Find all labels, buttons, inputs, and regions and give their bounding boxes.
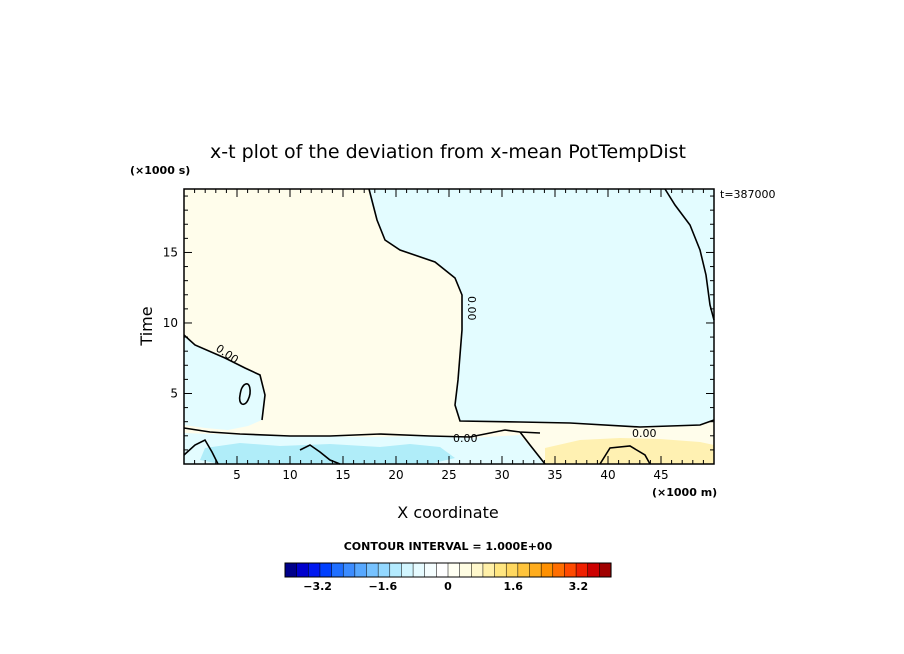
colorbar: −3.2 −1.6 0 1.6 3.2	[284, 562, 612, 593]
contour-line-bottom-mid	[299, 444, 341, 465]
contour-label-3: 0.00	[453, 432, 478, 445]
colorbar-swatch	[494, 562, 507, 578]
colorbar-swatch	[599, 562, 612, 578]
colorbar-swatch	[482, 562, 496, 578]
strong-positive-region	[545, 438, 714, 464]
y-tick-label: 15	[163, 245, 178, 259]
x-tick-label: 20	[388, 468, 403, 482]
contour-loop-small	[238, 383, 251, 406]
colorbar-swatch	[540, 562, 554, 578]
y-tick-label: 5	[170, 386, 178, 400]
colorbar-swatch	[529, 562, 542, 578]
colorbar-swatch	[587, 562, 600, 578]
colorbar-swatch	[412, 562, 426, 578]
contour-label-2: 0.00	[465, 296, 478, 321]
colorbar-swatch	[389, 562, 402, 578]
contour-interval-label: CONTOUR INTERVAL = 1.000E+00	[344, 540, 553, 553]
x-tick-label: 25	[441, 468, 456, 482]
colorbar-swatch	[436, 562, 449, 578]
colorbar-tick-label: 3.2	[569, 580, 589, 593]
colorbar-swatch	[505, 562, 519, 578]
x-tick-label: 10	[282, 468, 297, 482]
colorbar-swatch	[447, 562, 461, 578]
colorbar-frame	[284, 562, 612, 578]
x-axis-label: X coordinate	[397, 503, 498, 522]
contour-line-left	[183, 334, 266, 421]
contour-line-main	[368, 188, 715, 428]
x-tick-label: 30	[494, 468, 509, 482]
colorbar-tick-label: 1.6	[503, 580, 523, 593]
contour-line-bottom-left	[183, 438, 219, 465]
chart-title: x-t plot of the deviation from x-mean Po…	[210, 141, 686, 163]
x-tick-label: 35	[547, 468, 562, 482]
colorbar-swatch	[517, 562, 531, 578]
y-axis: 5 10 15	[163, 195, 714, 451]
colorbar-swatch	[319, 562, 333, 578]
contour-line-bottom-right	[519, 431, 651, 465]
y-tick-label: 10	[163, 316, 178, 330]
x-tick-label: 45	[653, 468, 668, 482]
y-unit-label: (×1000 s)	[130, 164, 190, 177]
x-unit-label: (×1000 m)	[652, 486, 717, 499]
negative-region-upper	[369, 189, 714, 427]
contour-label-4: 0.00	[632, 427, 657, 440]
colorbar-swatch	[296, 562, 309, 578]
time-stamp: t=387000	[720, 188, 776, 201]
y-axis-label: Time	[137, 306, 156, 346]
colorbar-swatch	[471, 562, 484, 578]
colorbar-swatch	[354, 562, 368, 578]
colorbar-swatch	[564, 562, 577, 578]
colorbar-swatch	[552, 562, 565, 578]
colorbar-swatch	[284, 562, 298, 578]
x-tick-label: 15	[335, 468, 350, 482]
plot-area: 0.00 0.00 0.00 0.00	[183, 188, 715, 465]
x-tick-label: 40	[600, 468, 615, 482]
colorbar-swatch	[459, 562, 472, 578]
colorbar-swatch	[401, 562, 414, 578]
colorbar-swatch	[331, 562, 344, 578]
negative-region-left	[184, 335, 265, 430]
x-axis: 5 10 15 20 25 30 35 40 45	[194, 189, 704, 482]
colorbar-tick-label: −3.2	[303, 580, 332, 593]
contour-line-lower	[183, 427, 541, 438]
contour-lines	[183, 188, 715, 465]
colorbar-swatch	[377, 562, 391, 578]
contour-line-right	[664, 188, 715, 321]
colorbar-swatch	[366, 562, 379, 578]
colorbar-swatch	[308, 562, 321, 578]
colorbar-swatch	[342, 562, 356, 578]
colorbar-swatch	[424, 562, 437, 578]
colorbar-swatch	[575, 562, 589, 578]
colorbar-tick-label: 0	[444, 580, 452, 593]
x-tick-label: 5	[233, 468, 241, 482]
colorbar-tick-label: −1.6	[368, 580, 397, 593]
strong-negative-region	[200, 443, 455, 464]
